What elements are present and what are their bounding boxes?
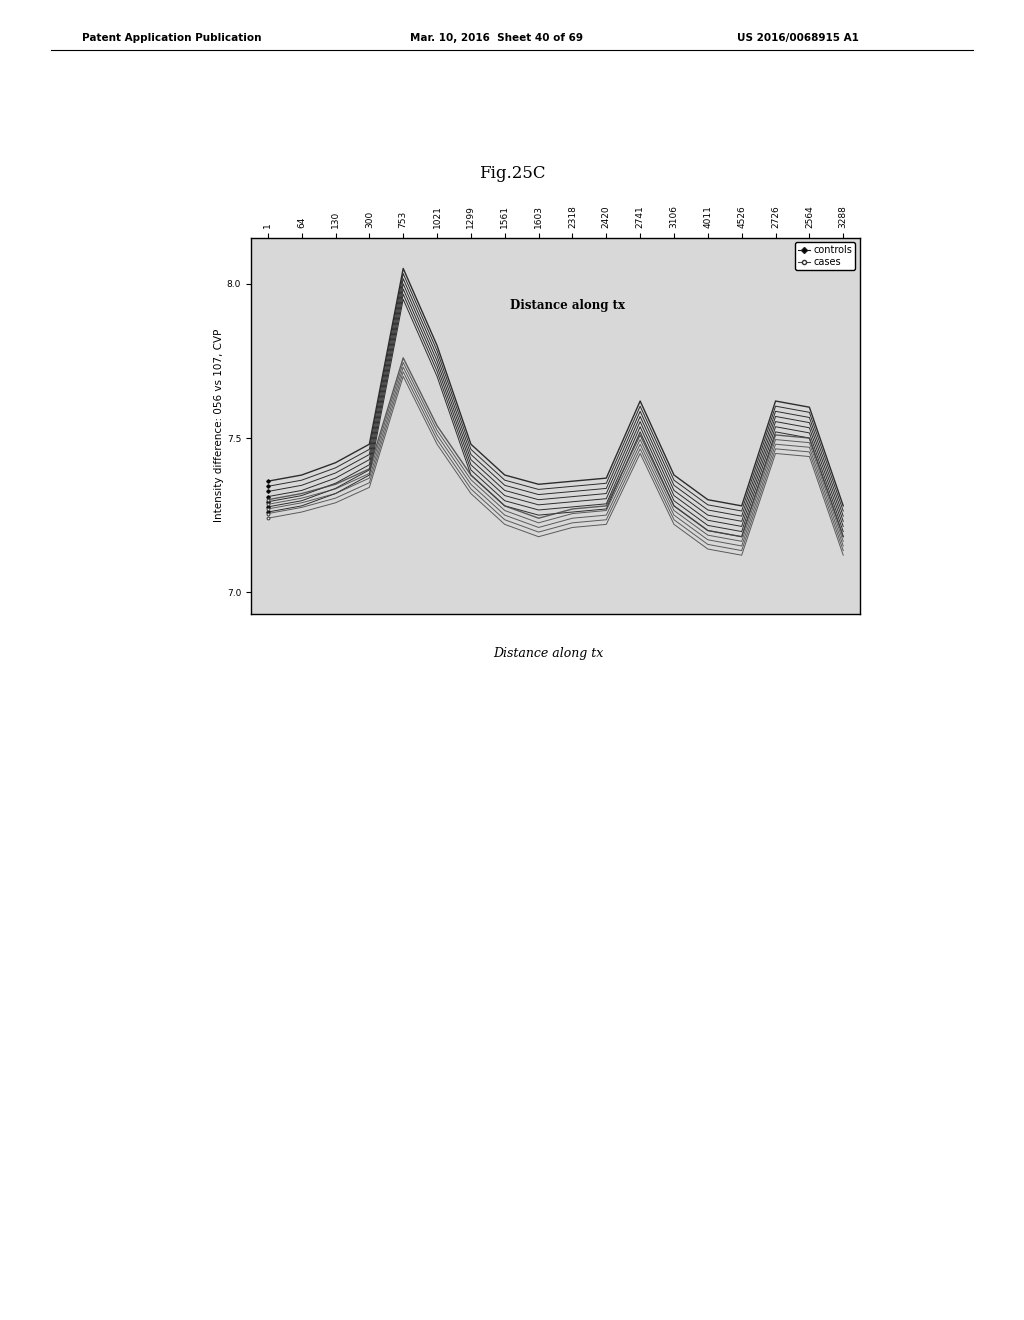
Text: Patent Application Publication: Patent Application Publication — [82, 33, 261, 44]
Text: Distance along tx: Distance along tx — [510, 298, 626, 312]
Legend: controls, cases: controls, cases — [795, 243, 855, 271]
Text: Fig.25C: Fig.25C — [479, 165, 545, 182]
Text: Distance along tx: Distance along tx — [493, 647, 603, 660]
Text: Mar. 10, 2016  Sheet 40 of 69: Mar. 10, 2016 Sheet 40 of 69 — [410, 33, 583, 44]
Y-axis label: Intensity difference: 056 vs 107, CVP: Intensity difference: 056 vs 107, CVP — [214, 329, 224, 523]
Text: US 2016/0068915 A1: US 2016/0068915 A1 — [737, 33, 859, 44]
